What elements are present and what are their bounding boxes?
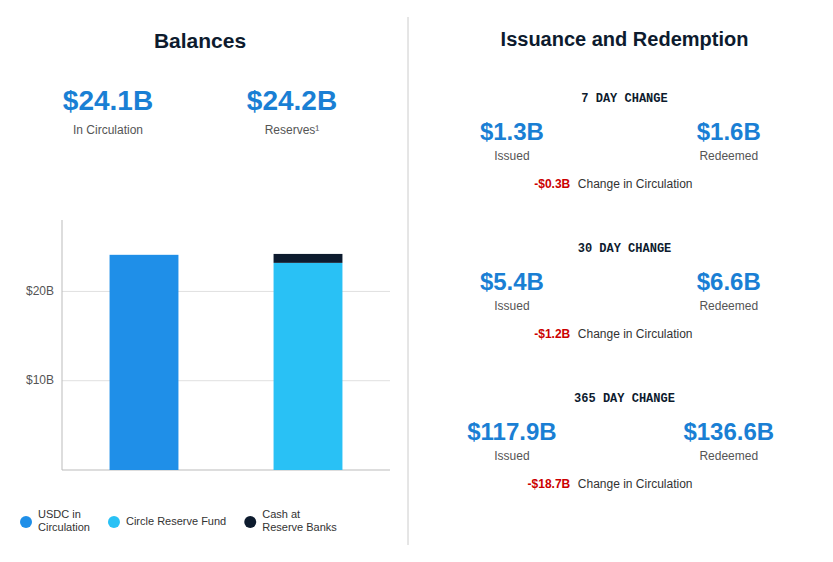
y-tick-label: $10B	[26, 373, 54, 387]
redeemed-value: $6.6B	[697, 268, 761, 295]
legend-item: USDC inCirculation	[20, 508, 90, 533]
bar	[274, 254, 343, 263]
bar	[274, 263, 343, 470]
chart: Balances $24.1B In Circulation $24.2B Reserv…	[0, 0, 833, 562]
balance-label: In Circulation	[73, 123, 143, 137]
period-label: 365 DAY CHANGE	[574, 392, 675, 406]
issued-label: Issued	[494, 299, 529, 313]
y-tick-label: $20B	[26, 284, 54, 298]
legend-label: Circle Reserve Fund	[126, 515, 226, 527]
legend-item: Circle Reserve Fund	[108, 515, 226, 528]
legend-item: Cash atReserve Banks	[244, 508, 337, 533]
redeemed-label: Redeemed	[699, 299, 758, 313]
bar	[110, 255, 179, 470]
period-label: 30 DAY CHANGE	[578, 242, 672, 256]
legend-line: Circulation	[38, 521, 90, 533]
divider	[408, 17, 409, 545]
issued-label: Issued	[494, 149, 529, 163]
issued-value: $5.4B	[480, 268, 544, 295]
bars	[110, 254, 343, 470]
balance-value: $24.1B	[63, 85, 153, 116]
y-axis-line	[62, 220, 63, 470]
period-label: 7 DAY CHANGE	[581, 92, 667, 106]
change-value: -$18.7B	[528, 477, 571, 491]
legend-line: Reserve Banks	[262, 521, 337, 533]
legend-line: USDC in	[38, 508, 81, 520]
balance-label: Reserves¹	[265, 123, 320, 137]
legend-label: Cash atReserve Banks	[262, 508, 337, 533]
legend-label: USDC inCirculation	[38, 508, 90, 533]
legend-swatch	[108, 516, 120, 528]
title: Balances	[154, 29, 246, 52]
legend-swatch	[20, 516, 32, 528]
panel-title: Issuance and Redemption	[501, 28, 749, 50]
redeemed-label: Redeemed	[699, 449, 758, 463]
issued-value: $117.9B	[467, 418, 556, 445]
redeemed-label: Redeemed	[699, 149, 758, 163]
legend-line: Circle Reserve Fund	[126, 515, 226, 527]
background	[0, 0, 833, 562]
legend-line: Cash at	[262, 508, 300, 520]
change-text: Change in Circulation	[574, 327, 692, 341]
change-text: Change in Circulation	[574, 177, 692, 191]
redeemed-value: $1.6B	[697, 118, 761, 145]
balance-value: $24.2B	[247, 85, 337, 116]
legend-swatch	[244, 516, 256, 528]
change-text: Change in Circulation	[574, 477, 692, 491]
issued-value: $1.3B	[480, 118, 544, 145]
issued-label: Issued	[494, 449, 529, 463]
change-value: -$0.3B	[534, 177, 570, 191]
change-value: -$1.2B	[534, 327, 570, 341]
redeemed-value: $136.6B	[683, 418, 774, 445]
